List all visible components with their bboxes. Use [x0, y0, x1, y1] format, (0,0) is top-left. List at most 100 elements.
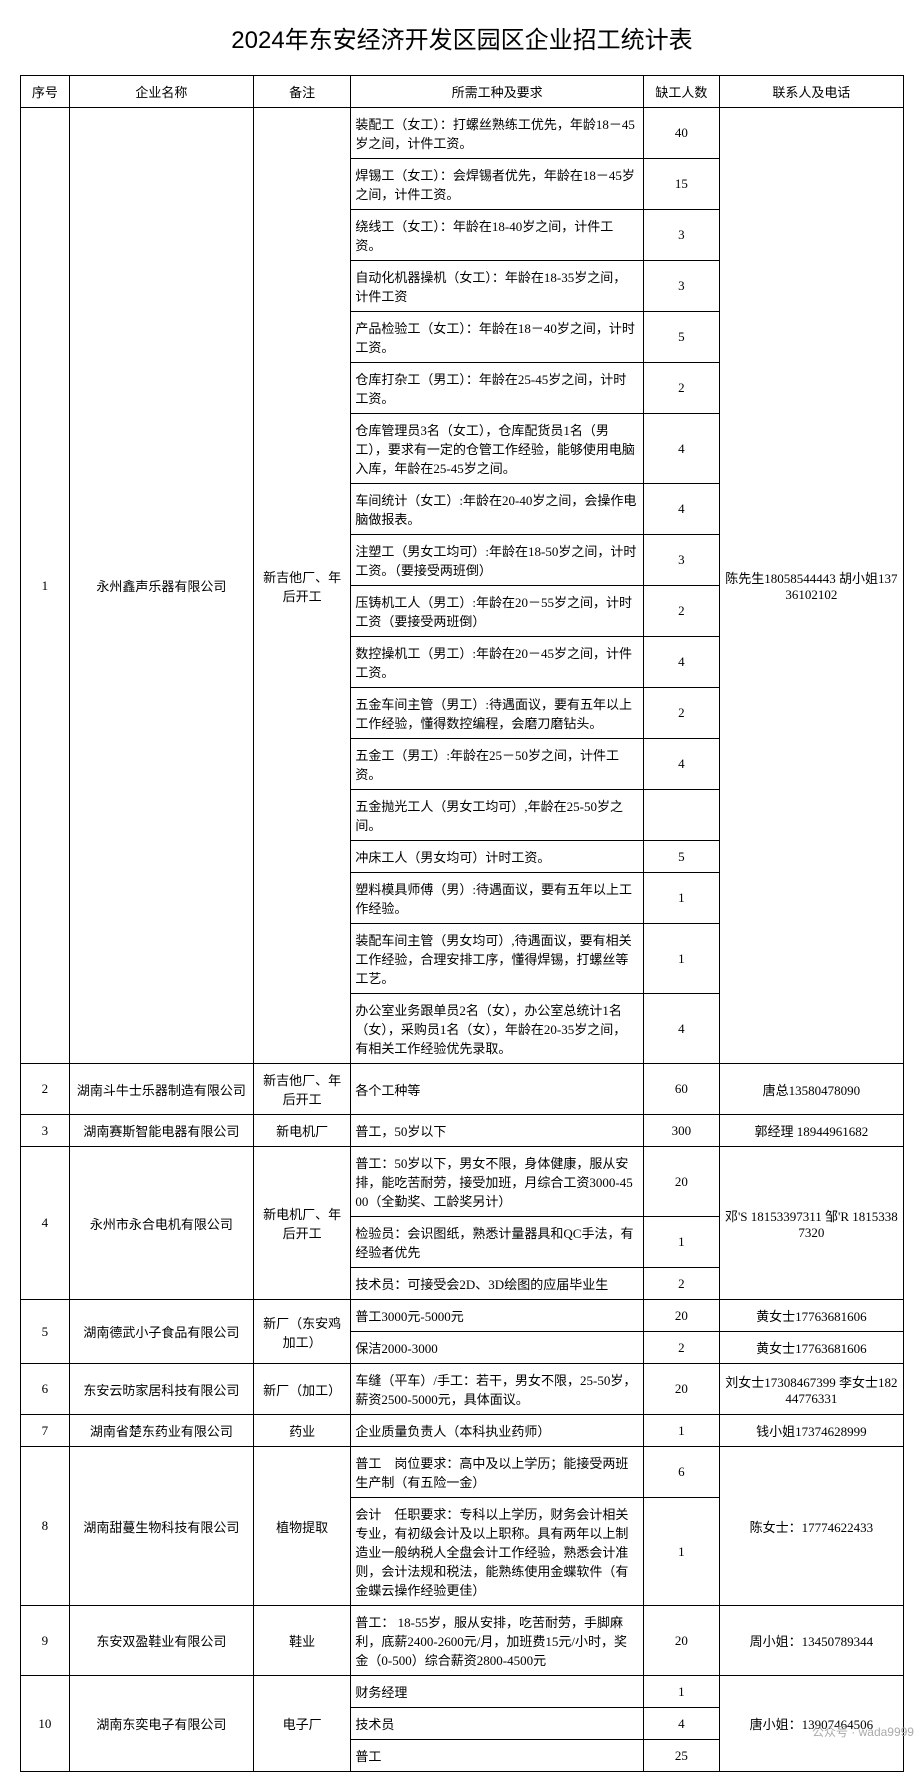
cell-count: 5 — [643, 312, 719, 363]
cell-count: 3 — [643, 210, 719, 261]
cell-company: 湖南德武小子食品有限公司 — [69, 1300, 253, 1364]
cell-count: 2 — [643, 688, 719, 739]
cell-job: 普工，50岁以下 — [351, 1115, 644, 1147]
cell-job: 普工 岗位要求：高中及以上学历；能接受两班生产制（有五险一金） — [351, 1447, 644, 1498]
watermark: 公众号 · wada9999 — [812, 1723, 914, 1740]
cell-job: 各个工种等 — [351, 1064, 644, 1115]
cell-contact: 郭经理 18944961682 — [719, 1115, 903, 1147]
cell-count: 4 — [643, 994, 719, 1064]
cell-seq: 4 — [21, 1147, 70, 1300]
cell-job: 技术员 — [351, 1708, 644, 1740]
cell-company: 永州市永合电机有限公司 — [69, 1147, 253, 1300]
cell-job: 自动化机器操机（女工）：年龄在18-35岁之间，计件工资 — [351, 261, 644, 312]
cell-count — [643, 790, 719, 841]
cell-contact: 邓'S 18153397311 邹'R 18153387320 — [719, 1147, 903, 1300]
cell-company: 湖南东奕电子有限公司 — [69, 1676, 253, 1772]
cell-count: 1 — [643, 873, 719, 924]
cell-seq: 6 — [21, 1364, 70, 1415]
table-row: 5湖南德武小子食品有限公司新厂（东安鸡加工）普工3000元-5000元20黄女士… — [21, 1300, 904, 1332]
cell-job: 装配车间主管（男女均可）,待遇面议，要有相关工作经验，合理安排工序，懂得焊锡，打… — [351, 924, 644, 994]
cell-job: 仓库管理员3名（女工），仓库配货员1名（男工），要求有一定的仓管工作经验，能够使… — [351, 414, 644, 484]
cell-count: 4 — [643, 1708, 719, 1740]
cell-count: 20 — [643, 1364, 719, 1415]
cell-count: 3 — [643, 535, 719, 586]
cell-count: 2 — [643, 363, 719, 414]
cell-remark: 新吉他厂、年后开工 — [253, 108, 351, 1064]
cell-seq: 10 — [21, 1676, 70, 1772]
cell-job: 车间统计（女工）:年龄在20-40岁之间，会操作电脑做报表。 — [351, 484, 644, 535]
cell-remark: 新厂（加工） — [253, 1364, 351, 1415]
header-remark: 备注 — [253, 76, 351, 108]
cell-job: 五金抛光工人（男女工均可）,年龄在25-50岁之间。 — [351, 790, 644, 841]
cell-contact: 黄女士17763681606 — [719, 1300, 903, 1332]
cell-count: 300 — [643, 1115, 719, 1147]
cell-job: 冲床工人（男女均可）计时工资。 — [351, 841, 644, 873]
cell-seq: 8 — [21, 1447, 70, 1606]
cell-count: 1 — [643, 1415, 719, 1447]
cell-count: 5 — [643, 841, 719, 873]
cell-count: 6 — [643, 1447, 719, 1498]
cell-contact: 刘女士17308467399 李女士18244776331 — [719, 1364, 903, 1415]
table-row: 6东安云昉家居科技有限公司新厂（加工）车缝（平车）/手工：若干，男女不限，25-… — [21, 1364, 904, 1415]
cell-count: 4 — [643, 484, 719, 535]
cell-job: 塑料模具师傅（男）:待遇面议，要有五年以上工作经验。 — [351, 873, 644, 924]
cell-company: 湖南赛斯智能电器有限公司 — [69, 1115, 253, 1147]
cell-count: 1 — [643, 1676, 719, 1708]
cell-job: 五金车间主管（男工）:待遇面议，要有五年以上工作经验，懂得数控编程，会磨刀磨钻头… — [351, 688, 644, 739]
cell-count: 2 — [643, 1332, 719, 1364]
table-row: 3湖南赛斯智能电器有限公司新电机厂普工，50岁以下300郭经理 18944961… — [21, 1115, 904, 1147]
cell-company: 永州鑫声乐器有限公司 — [69, 108, 253, 1064]
cell-job: 装配工（女工）：打螺丝熟练工优先，年龄18－45岁之间，计件工资。 — [351, 108, 644, 159]
cell-remark: 鞋业 — [253, 1606, 351, 1676]
header-contact: 联系人及电话 — [719, 76, 903, 108]
cell-count: 2 — [643, 586, 719, 637]
table-row: 10湖南东奕电子有限公司电子厂财务经理1唐小姐：13907464506 — [21, 1676, 904, 1708]
cell-contact: 黄女士17763681606 — [719, 1332, 903, 1364]
cell-job: 财务经理 — [351, 1676, 644, 1708]
recruitment-table: 序号 企业名称 备注 所需工种及要求 缺工人数 联系人及电话 1永州鑫声乐器有限… — [20, 75, 904, 1772]
cell-job: 绕线工（女工）：年龄在18-40岁之间，计件工资。 — [351, 210, 644, 261]
cell-remark: 新厂（东安鸡加工） — [253, 1300, 351, 1364]
cell-remark: 植物提取 — [253, 1447, 351, 1606]
cell-count: 20 — [643, 1606, 719, 1676]
cell-contact: 钱小姐17374628999 — [719, 1415, 903, 1447]
cell-count: 60 — [643, 1064, 719, 1115]
header-company: 企业名称 — [69, 76, 253, 108]
cell-job: 压铸机工人（男工）:年龄在20－55岁之间，计时工资（要接受两班倒） — [351, 586, 644, 637]
cell-contact: 陈先生18058544443 胡小姐13736102102 — [719, 108, 903, 1064]
cell-job: 产品检验工（女工）：年龄在18－40岁之间，计时工资。 — [351, 312, 644, 363]
cell-job: 仓库打杂工（男工）：年龄在25-45岁之间，计时工资。 — [351, 363, 644, 414]
cell-count: 25 — [643, 1740, 719, 1772]
cell-remark: 新电机厂、年后开工 — [253, 1147, 351, 1300]
cell-job: 企业质量负责人（本科执业药师） — [351, 1415, 644, 1447]
cell-company: 湖南斗牛士乐器制造有限公司 — [69, 1064, 253, 1115]
table-row: 7湖南省楚东药业有限公司药业企业质量负责人（本科执业药师）1钱小姐1737462… — [21, 1415, 904, 1447]
cell-contact: 唐总13580478090 — [719, 1064, 903, 1115]
cell-count: 3 — [643, 261, 719, 312]
cell-seq: 7 — [21, 1415, 70, 1447]
cell-job: 办公室业务跟单员2名（女），办公室总统计1名（女），采购员1名（女），年龄在20… — [351, 994, 644, 1064]
cell-remark: 电子厂 — [253, 1676, 351, 1772]
cell-company: 湖南甜蔓生物科技有限公司 — [69, 1447, 253, 1606]
cell-job: 五金工（男工）:年龄在25－50岁之间，计件工资。 — [351, 739, 644, 790]
table-row: 9东安双盈鞋业有限公司鞋业普工： 18-55岁，服从安排，吃苦耐劳，手脚麻利，底… — [21, 1606, 904, 1676]
cell-job: 普工3000元-5000元 — [351, 1300, 644, 1332]
page-title: 2024年东安经济开发区园区企业招工统计表 — [20, 20, 904, 55]
table-row: 2湖南斗牛士乐器制造有限公司新吉他厂、年后开工各个工种等60唐总13580478… — [21, 1064, 904, 1115]
table-header-row: 序号 企业名称 备注 所需工种及要求 缺工人数 联系人及电话 — [21, 76, 904, 108]
cell-count: 4 — [643, 414, 719, 484]
cell-job: 保洁2000-3000 — [351, 1332, 644, 1364]
header-seq: 序号 — [21, 76, 70, 108]
cell-remark: 新电机厂 — [253, 1115, 351, 1147]
cell-seq: 1 — [21, 108, 70, 1064]
cell-job: 数控操机工（男工）:年龄在20－45岁之间，计件工资。 — [351, 637, 644, 688]
cell-seq: 2 — [21, 1064, 70, 1115]
cell-count: 15 — [643, 159, 719, 210]
table-row: 1永州鑫声乐器有限公司新吉他厂、年后开工装配工（女工）：打螺丝熟练工优先，年龄1… — [21, 108, 904, 159]
cell-seq: 5 — [21, 1300, 70, 1364]
cell-remark: 新吉他厂、年后开工 — [253, 1064, 351, 1115]
cell-seq: 9 — [21, 1606, 70, 1676]
cell-company: 湖南省楚东药业有限公司 — [69, 1415, 253, 1447]
header-count: 缺工人数 — [643, 76, 719, 108]
cell-contact: 陈女士：17774622433 — [719, 1447, 903, 1606]
